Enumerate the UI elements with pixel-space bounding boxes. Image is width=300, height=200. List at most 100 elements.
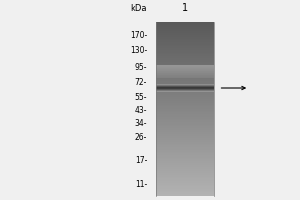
Bar [156, 194, 214, 195]
Bar [156, 126, 214, 127]
Bar [156, 188, 214, 189]
Bar [156, 67, 214, 68]
Bar [156, 27, 214, 28]
Bar [156, 86, 214, 87]
Bar [156, 144, 214, 145]
Bar [156, 139, 214, 140]
Bar [156, 123, 214, 124]
Bar [156, 149, 214, 150]
Bar [156, 137, 214, 138]
Bar [156, 98, 214, 99]
Bar [156, 99, 214, 100]
Bar [156, 72, 214, 73]
Bar [156, 82, 214, 83]
Bar [156, 68, 214, 69]
Bar [156, 65, 214, 66]
Bar [156, 165, 214, 166]
Text: 34-: 34- [135, 119, 147, 128]
Bar [156, 109, 214, 110]
Bar [156, 67, 214, 68]
Bar [156, 113, 214, 114]
Bar [156, 97, 214, 98]
Bar [156, 135, 214, 136]
Bar [156, 189, 214, 190]
Bar [156, 81, 214, 82]
Bar [156, 120, 214, 121]
Bar [156, 167, 214, 168]
Bar [156, 111, 214, 112]
Bar [156, 48, 214, 49]
Bar [156, 178, 214, 179]
Bar [156, 73, 214, 74]
Bar [156, 91, 214, 92]
Bar [156, 71, 214, 72]
Bar [156, 102, 214, 103]
Bar [156, 57, 214, 58]
Bar [156, 164, 214, 165]
Bar [156, 76, 214, 77]
Bar [156, 119, 214, 120]
Bar [156, 70, 214, 71]
Bar [156, 63, 214, 64]
Bar [156, 53, 214, 54]
Bar [156, 75, 214, 76]
Bar [156, 60, 214, 61]
Bar [156, 58, 214, 59]
Bar [156, 61, 214, 62]
Bar [156, 172, 214, 173]
Bar [156, 65, 214, 66]
Text: 95-: 95- [135, 63, 147, 72]
Bar [156, 193, 214, 194]
Bar [156, 195, 214, 196]
Bar [156, 64, 214, 65]
Bar [156, 154, 214, 155]
Bar [156, 87, 214, 88]
Text: 11-: 11- [135, 180, 147, 189]
Bar [156, 122, 214, 123]
Bar [156, 186, 214, 187]
Bar [156, 148, 214, 149]
Bar [156, 179, 214, 180]
Text: 43-: 43- [135, 106, 147, 115]
Bar [156, 70, 214, 71]
Bar [156, 66, 214, 67]
Bar [156, 115, 214, 116]
Bar [156, 163, 214, 164]
Bar [156, 106, 214, 107]
Bar [156, 153, 214, 154]
Bar [156, 161, 214, 162]
Bar [156, 136, 214, 137]
Bar [156, 104, 214, 105]
Bar [156, 95, 214, 96]
Bar [156, 140, 214, 141]
Bar [156, 185, 214, 186]
Bar [156, 37, 214, 38]
Bar [156, 75, 214, 76]
Bar [156, 66, 214, 67]
Bar [156, 78, 214, 79]
Bar [156, 168, 214, 169]
Bar [156, 159, 214, 160]
Bar [156, 72, 214, 73]
Bar [156, 127, 214, 128]
Bar [156, 41, 214, 42]
Bar [156, 31, 214, 32]
Bar [156, 89, 214, 90]
Bar [156, 44, 214, 45]
Bar [156, 54, 214, 55]
Bar [156, 103, 214, 104]
Bar [156, 32, 214, 33]
Bar [156, 125, 214, 126]
Bar [156, 23, 214, 24]
Bar [156, 145, 214, 146]
Bar [156, 171, 214, 172]
Bar [156, 55, 214, 56]
Text: 26-: 26- [135, 133, 147, 142]
Bar [156, 34, 214, 35]
Bar [156, 147, 214, 148]
Bar [156, 88, 214, 89]
Bar [156, 68, 214, 69]
Bar [156, 162, 214, 163]
Bar [156, 112, 214, 113]
Bar [156, 152, 214, 153]
